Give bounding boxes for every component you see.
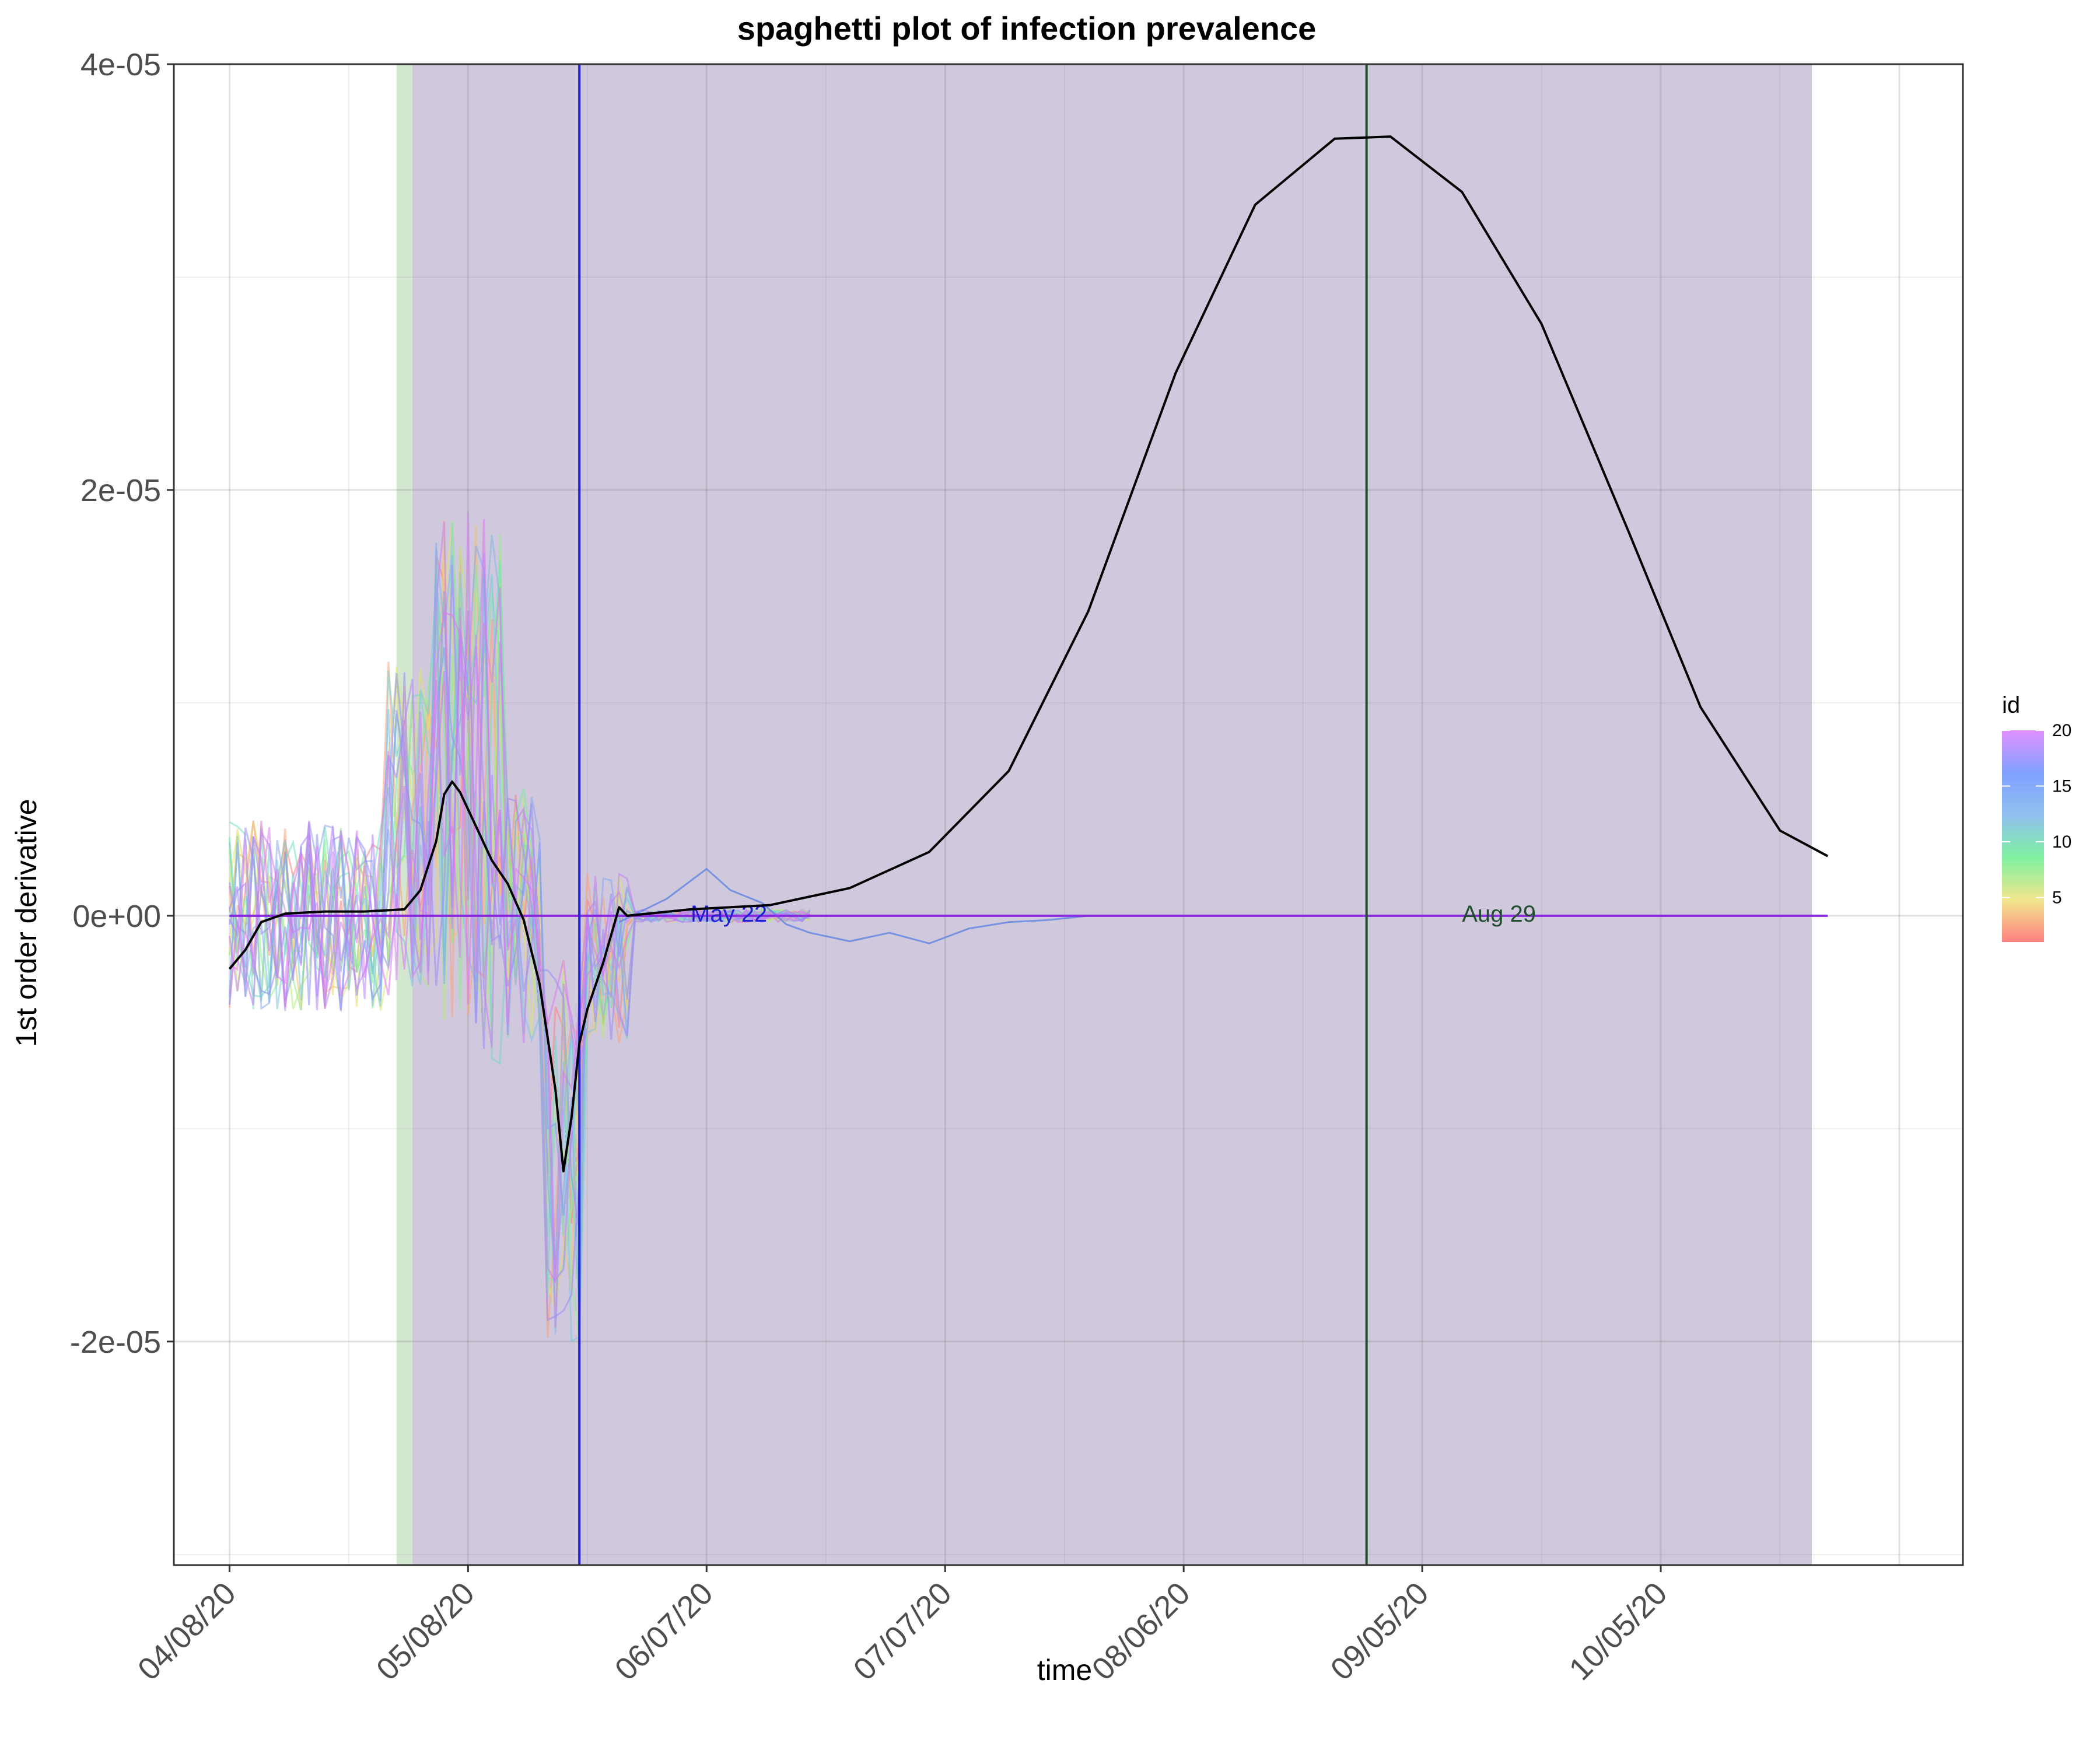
- series-line-16: [229, 565, 811, 1321]
- y-axis-title: 1st order derivative: [10, 799, 43, 1046]
- legend-label: 5: [2052, 888, 2062, 908]
- y-tick-label: -2e-05: [70, 1325, 161, 1360]
- y-tick-label: 0e+00: [72, 899, 161, 934]
- x-axis-ticks: 04/08/20 05/08/20 06/07/20 07/07/20 08/06/20…: [131, 1565, 1674, 1687]
- series-line-17: [228, 639, 811, 1282]
- series-line-19: [228, 512, 811, 1328]
- series-line-20: [229, 519, 810, 1073]
- vertical-line-label-1: Aug 29: [1462, 901, 1536, 927]
- shaded-region-1: [412, 64, 1812, 1565]
- chart-title: spaghetti plot of infection prevalence: [737, 10, 1317, 47]
- x-tick-label: 09/05/20: [1324, 1576, 1436, 1687]
- x-tick-label: 05/08/20: [370, 1576, 481, 1687]
- x-tick-label: 08/06/20: [1086, 1576, 1197, 1687]
- shaded-regions: [396, 64, 1812, 1565]
- mean-curve: [228, 135, 1829, 1172]
- legend-label: 20: [2052, 721, 2071, 740]
- x-tick-label: 10/05/20: [1562, 1576, 1674, 1687]
- panel-border-rect: [173, 63, 1964, 1566]
- panel-border: [173, 63, 1964, 1566]
- y-tick-label: 4e-05: [80, 47, 161, 82]
- series-line-12: [228, 534, 811, 1334]
- x-tick-label: 06/07/20: [608, 1576, 720, 1687]
- series-line-extended: [618, 867, 1088, 944]
- y-tick-label: 2e-05: [80, 473, 161, 508]
- legend-label: 10: [2052, 832, 2071, 852]
- x-axis-title: time: [1037, 1654, 1092, 1686]
- x-tick-label: 04/08/20: [131, 1576, 243, 1687]
- x-tick-label: 07/07/20: [847, 1576, 958, 1687]
- y-axis-ticks: 4e-05 2e-05 0e+00 -2e-05: [70, 47, 174, 1360]
- legend: id 20 15 10 5: [2002, 692, 2071, 942]
- reference-lines: May 22 Aug 29: [228, 64, 1829, 1565]
- legend-colorbar: [2002, 730, 2044, 942]
- legend-title: id: [2002, 692, 2020, 718]
- legend-label: 15: [2052, 777, 2071, 796]
